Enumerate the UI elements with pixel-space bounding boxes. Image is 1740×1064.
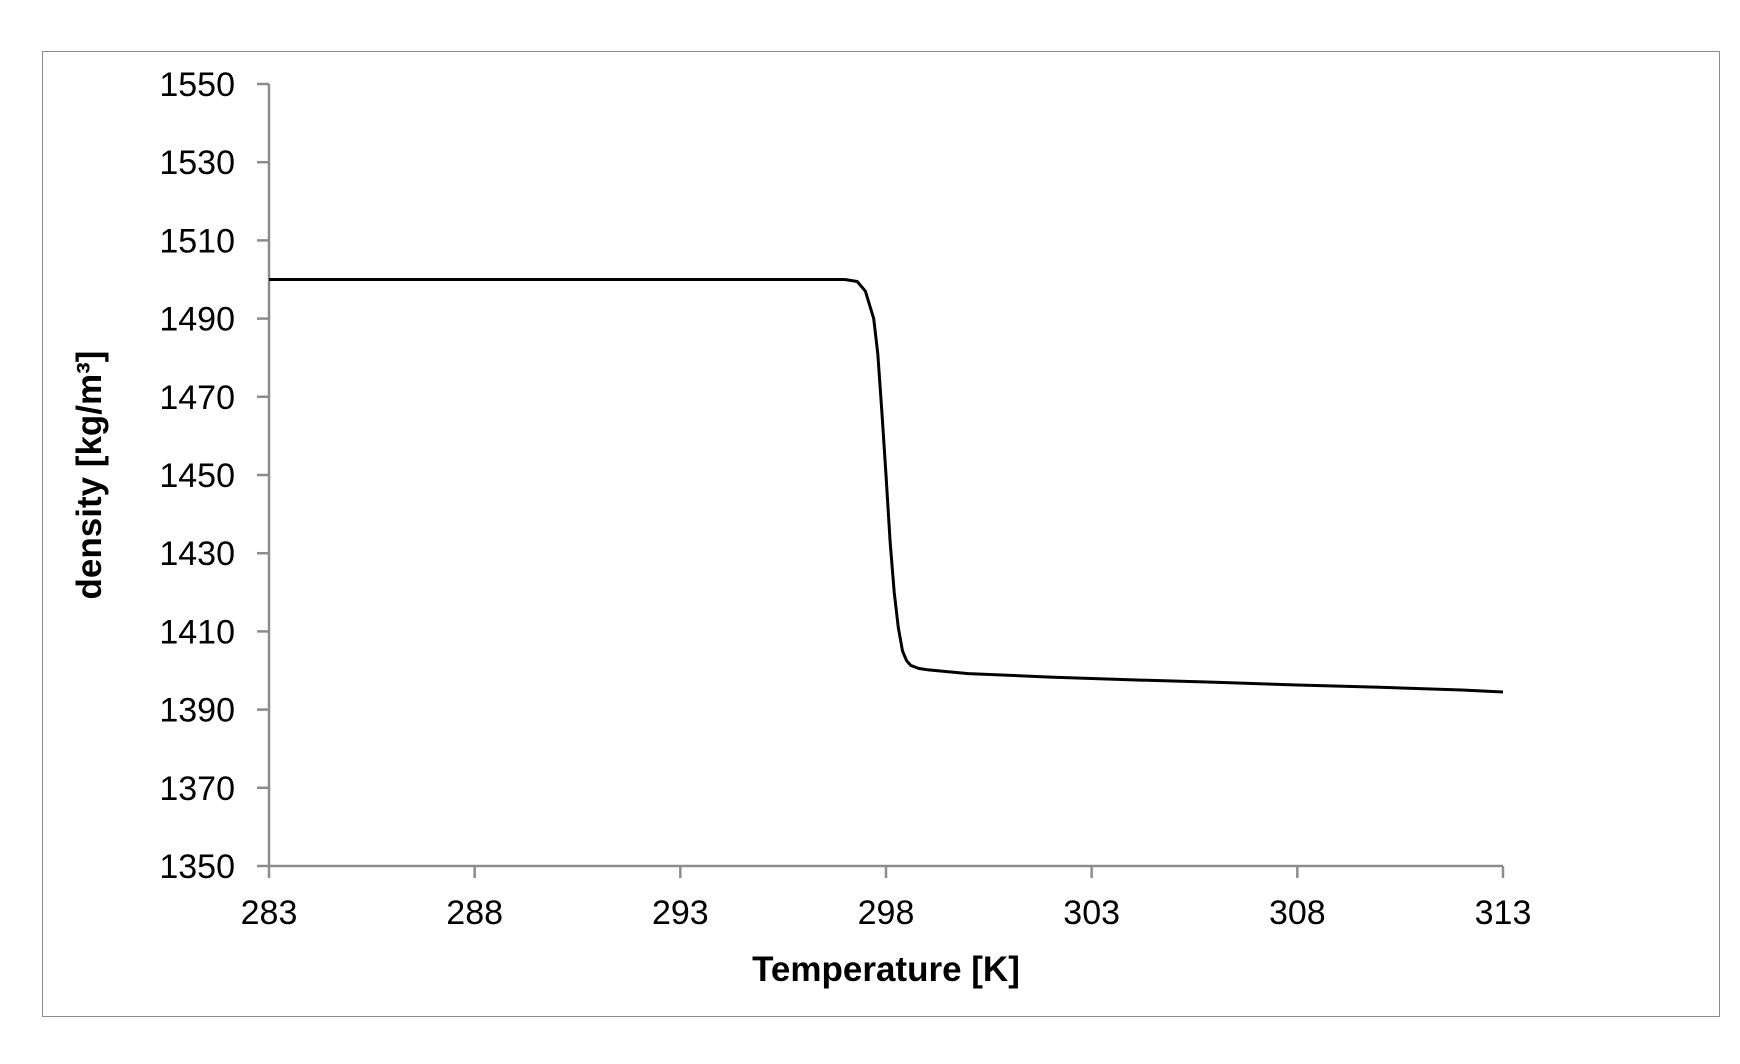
x-axis-ticks: 283 288 293 298 303 308 313 (241, 866, 1532, 932)
density-series-line (269, 278, 1504, 694)
y-tick-label: 1370 (159, 770, 235, 808)
y-tick-label: 1530 (159, 144, 235, 182)
series-layer (269, 278, 1504, 694)
x-tick-label: 283 (241, 894, 298, 932)
x-tick-label: 298 (858, 894, 915, 932)
y-axis-ticks: 1350 1370 1390 1410 1430 1450 1470 1490 1510 1530… (159, 66, 269, 886)
y-tick-label: 1390 (159, 692, 235, 730)
y-tick-label: 1410 (159, 613, 235, 651)
chart-area: 1350 1370 1390 1410 1430 1450 1470 1490 1510 1530… (42, 51, 1720, 1017)
x-tick-label: 308 (1269, 894, 1326, 932)
y-tick-label: 1490 (159, 301, 235, 339)
y-tick-label: 1470 (159, 379, 235, 417)
x-tick-label: 313 (1475, 894, 1532, 932)
y-axis-title: density [kg/m³] (70, 351, 109, 600)
x-axis-title: Temperature [K] (752, 950, 1020, 989)
density-temperature-chart: 1350 1370 1390 1410 1430 1450 1470 1490 1510 1530… (70, 66, 1532, 989)
y-tick-label: 1450 (159, 457, 235, 495)
x-tick-label: 288 (446, 894, 503, 932)
y-tick-label: 1510 (159, 222, 235, 260)
y-tick-label: 1550 (159, 66, 235, 104)
y-tick-label: 1350 (159, 848, 235, 886)
x-tick-label: 303 (1063, 894, 1120, 932)
y-tick-label: 1430 (159, 535, 235, 573)
x-tick-label: 293 (652, 894, 709, 932)
